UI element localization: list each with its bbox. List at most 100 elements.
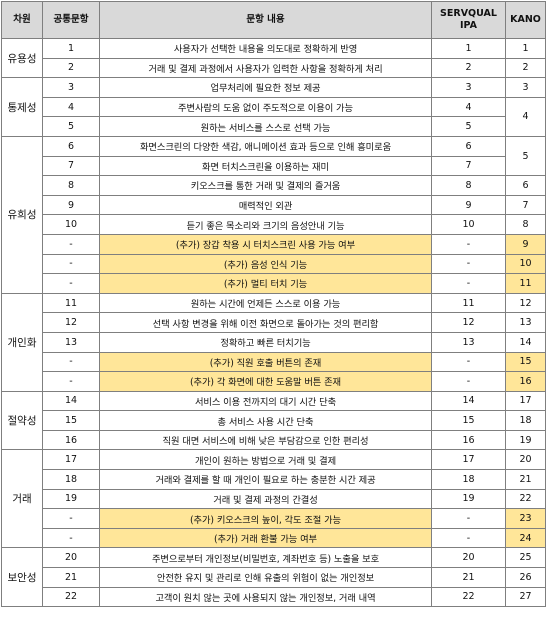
kano-cell: 2	[505, 57, 546, 79]
header-row: 차원 공통문항 문항 내용 SERVQUAL IPA KANO	[1, 1, 546, 39]
common-cell: 7	[42, 155, 100, 177]
ipa-cell: 16	[431, 429, 506, 451]
common-cell: 17	[42, 449, 100, 471]
category-cell: 통제성	[1, 77, 43, 137]
content-cell: 사용자가 선택한 내용을 의도대로 정확하게 반영	[99, 38, 432, 59]
ipa-cell: 2	[431, 57, 506, 79]
ipa-cell: 14	[431, 390, 506, 412]
kano-cell: 5	[505, 135, 546, 177]
common-cell: 20	[42, 547, 100, 569]
content-cell: 화면스크린의 다양한 색감, 애니메이션 효과 등으로 인해 흥미로움	[99, 135, 432, 157]
table-row: 4 주변사람의 도움 없이 주도적으로 이용이 가능 4 4	[2, 96, 546, 137]
ipa-cell: -	[431, 508, 506, 529]
kano-cell: 4	[505, 96, 546, 137]
added-item-row: - (추가) 각 화면에 대한 도움말 버튼 존재 - 16	[2, 371, 546, 392]
category-cell: 거래	[1, 449, 43, 549]
added-item-row: - (추가) 음성 인식 기능 - 10	[2, 253, 546, 275]
content-cell: 고객이 원치 않는 곳에 사용되지 않는 개인정보, 거래 내역	[99, 586, 432, 608]
ipa-cell: -	[431, 273, 506, 294]
added-kano-cell: 10	[505, 253, 546, 275]
ipa-cell: 20	[431, 547, 506, 569]
table-row: 16 직원 대면 서비스에 비해 낮은 부담감으로 인한 편리성 16 19	[2, 429, 546, 451]
ipa-cell: 12	[431, 312, 506, 333]
common-cell: 19	[42, 488, 100, 510]
table-row: 15 총 서비스 사용 시간 단축 15 18	[2, 410, 546, 431]
kano-cell: 13	[505, 312, 546, 333]
category-cell: 절약성	[1, 390, 43, 451]
kano-cell: 26	[505, 567, 546, 588]
added-content-cell: (추가) 거래 환불 가능 여부	[99, 527, 432, 549]
content-cell: 거래 및 결제 과정의 간결성	[99, 488, 432, 510]
kano-cell: 18	[505, 410, 546, 431]
common-cell: 9	[42, 194, 100, 216]
added-kano-cell: 24	[505, 527, 546, 549]
common-cell: -	[42, 527, 100, 549]
ipa-cell: 8	[431, 175, 506, 196]
kano-cell: 22	[505, 488, 546, 510]
content-cell: 거래 및 결제 과정에서 사용자가 입력한 사항을 정확하게 처리	[99, 57, 432, 79]
added-kano-cell: 23	[505, 508, 546, 529]
table-row: 유용성 1 사용자가 선택한 내용을 의도대로 정확하게 반영 1 1	[1, 37, 546, 79]
ipa-cell: 21	[431, 567, 506, 588]
content-cell: 개인이 원하는 방법으로 거래 및 결제	[99, 449, 432, 471]
common-cell: 15	[42, 410, 100, 431]
table-row: 18 거래와 결제를 할 때 개인이 필요로 하는 충분한 시간 제공 18 2…	[2, 469, 546, 490]
table-row: 22 고객이 원치 않는 곳에 사용되지 않는 개인정보, 거래 내역 22 2…	[2, 586, 546, 608]
common-cell: 18	[42, 469, 100, 490]
header-category: 차원	[1, 1, 43, 39]
common-cell: 13	[42, 331, 100, 353]
content-cell: 업무처리에 필요한 정보 제공	[99, 77, 432, 98]
ipa-cell: 9	[431, 194, 506, 216]
common-cell: 6	[42, 135, 100, 157]
ipa-cell: 22	[431, 586, 506, 608]
kano-cell: 12	[505, 292, 546, 314]
common-cell: 4	[42, 96, 100, 118]
common-cell: -	[42, 508, 100, 529]
added-item-row: - (추가) 장갑 착용 시 터치스크린 사용 가능 여부 - 9	[2, 233, 546, 255]
header-item-content: 문항 내용	[99, 1, 432, 39]
common-cell: 16	[42, 429, 100, 451]
content-cell: 총 서비스 사용 시간 단축	[99, 410, 432, 431]
content-cell: 거래와 결제를 할 때 개인이 필요로 하는 충분한 시간 제공	[99, 469, 432, 490]
ipa-cell: -	[431, 351, 506, 373]
kano-cell: 25	[505, 547, 546, 569]
added-item-row: - (추가) 직원 호출 버튼의 존재 - 15	[2, 351, 546, 373]
added-content-cell: (추가) 키오스크의 높이, 각도 조절 가능	[99, 508, 432, 529]
category-cell: 보안성	[1, 547, 43, 608]
kano-cell: 7	[505, 194, 546, 216]
common-cell: 14	[42, 390, 100, 412]
category-cell: 개인화	[1, 292, 43, 392]
ipa-cell: -	[431, 233, 506, 255]
added-kano-cell: 11	[505, 273, 546, 294]
ipa-cell: -	[431, 253, 506, 275]
common-cell: 3	[42, 77, 100, 98]
table-row: 개인화 11 원하는 시간에 언제든 스스로 이용 가능 11 12	[1, 292, 546, 392]
content-cell: 직원 대면 서비스에 비해 낮은 부담감으로 인한 편리성	[99, 429, 432, 451]
added-content-cell: (추가) 각 화면에 대한 도움말 버튼 존재	[99, 371, 432, 392]
ipa-cell: 7	[431, 155, 506, 177]
header-kano: KANO	[505, 1, 546, 39]
added-item-row: - (추가) 멀티 터치 기능 - 11	[2, 273, 546, 294]
content-cell: 듣기 좋은 목소리와 크기의 음성안내 기능	[99, 214, 432, 235]
ipa-cell: 6	[431, 135, 506, 157]
table-row: 절약성 14 서비스 이용 전까지의 대기 시간 단축 14 17	[1, 390, 546, 451]
table-row: 5 원하는 서비스를 스스로 선택 가능 5	[2, 116, 546, 137]
ipa-cell: 11	[431, 292, 506, 314]
ipa-cell: 10	[431, 214, 506, 235]
table-row: 거래 17 개인이 원하는 방법으로 거래 및 결제 17 20	[1, 449, 546, 549]
ipa-cell: -	[431, 371, 506, 392]
category-cell: 유희성	[1, 135, 43, 294]
added-kano-cell: 9	[505, 233, 546, 255]
common-cell: 5	[42, 116, 100, 137]
added-content-cell: (추가) 직원 호출 버튼의 존재	[99, 351, 432, 373]
added-content-cell: (추가) 장갑 착용 시 터치스크린 사용 가능 여부	[99, 233, 432, 255]
table-row: 8 키오스크를 통한 거래 및 결제의 즐거움 8 6	[2, 175, 546, 196]
kano-cell: 20	[505, 449, 546, 471]
table-row: 통제성 3 업무처리에 필요한 정보 제공 3 3	[1, 77, 546, 137]
common-cell: -	[42, 371, 100, 392]
kano-cell: 17	[505, 390, 546, 412]
table-row: 21 안전한 유지 및 관리로 인해 유출의 위험이 없는 개인정보 21 26	[2, 567, 546, 588]
kano-cell: 21	[505, 469, 546, 490]
common-cell: -	[42, 253, 100, 275]
content-cell: 안전한 유지 및 관리로 인해 유출의 위험이 없는 개인정보	[99, 567, 432, 588]
